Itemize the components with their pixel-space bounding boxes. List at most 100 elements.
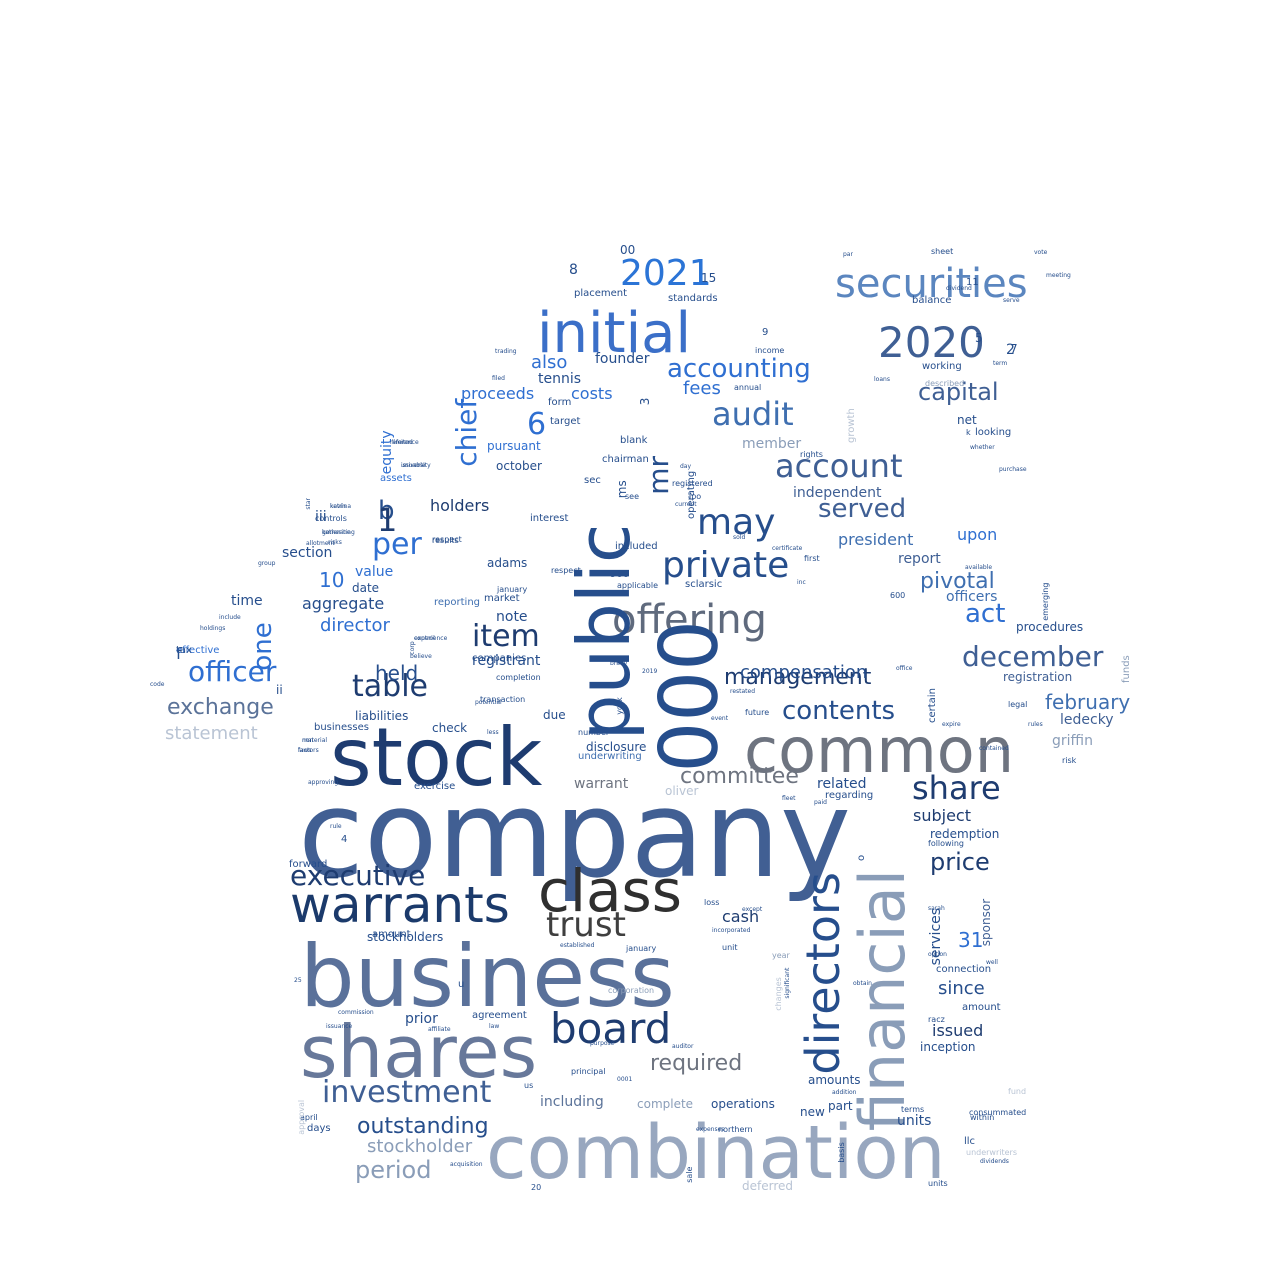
word: limited [392, 439, 413, 446]
word: vote [1034, 249, 1048, 256]
word: units [897, 1113, 932, 1129]
word: registrant [472, 653, 541, 669]
word: 1 [377, 501, 398, 539]
word: dividends [980, 1158, 1009, 1165]
word: date [352, 581, 380, 595]
word: first [804, 554, 820, 563]
word: committee [680, 764, 799, 789]
word: management [724, 665, 872, 690]
word: b [378, 496, 395, 526]
word: effective [176, 645, 220, 656]
word: restated [730, 688, 756, 695]
word: purchase [999, 466, 1027, 473]
word: april [300, 1113, 318, 1122]
word: pivotal [920, 569, 995, 594]
word: emerging [1041, 582, 1050, 621]
word: class [538, 857, 682, 925]
word: shares [300, 1010, 538, 1094]
word: combination [486, 1110, 946, 1196]
word: including [540, 1094, 604, 1110]
word: time [231, 593, 263, 609]
word: table [352, 669, 428, 704]
word: loans [874, 376, 890, 383]
word: trading [495, 348, 517, 355]
word: 2 [1006, 342, 1015, 358]
word: include [219, 614, 241, 621]
word: ipo [689, 492, 702, 501]
word: item [472, 619, 540, 654]
word: cash [722, 907, 760, 926]
word: york [615, 697, 624, 715]
word: approving [308, 779, 339, 786]
word: net [957, 413, 977, 427]
word: 2021 [620, 253, 712, 294]
word: may [697, 502, 776, 543]
word: 10 [319, 568, 345, 592]
word: unit [722, 943, 738, 952]
word: held [375, 661, 419, 685]
word: respect [551, 566, 581, 575]
word: common [744, 714, 1015, 787]
word: issuable [401, 462, 426, 469]
word: trust [546, 905, 626, 945]
word: star [305, 497, 312, 510]
word: account [775, 447, 903, 485]
word: f [176, 644, 182, 663]
word: redemption [930, 827, 1000, 841]
word: griffin [1052, 733, 1093, 749]
word: amount [962, 1002, 1001, 1013]
word: contents [782, 696, 896, 726]
word: 5 [975, 331, 983, 345]
word: executive [290, 859, 426, 892]
word: officers [946, 589, 998, 605]
word: market [484, 593, 520, 604]
word: placement [574, 288, 628, 299]
word: costs [571, 384, 613, 403]
word: 2020 [878, 318, 985, 367]
word: group [258, 560, 276, 567]
word: future [745, 708, 770, 717]
word: working [922, 361, 962, 372]
word: units [928, 1179, 948, 1188]
word: laws [298, 747, 312, 754]
word: applicable [617, 581, 659, 590]
word: compensation [740, 662, 868, 683]
word: within [970, 1113, 995, 1122]
word: 4 [341, 834, 348, 845]
word: exercise [414, 781, 456, 792]
word: following [928, 839, 964, 848]
word: whether [970, 444, 995, 451]
word: llc [964, 1136, 976, 1147]
word: approval [297, 1099, 306, 1135]
word: k [966, 428, 971, 437]
word: racz [928, 1015, 945, 1024]
word: 6 [527, 407, 547, 442]
word: meeting [1046, 272, 1071, 279]
word: adams [487, 556, 528, 570]
word: incorporated [712, 927, 751, 934]
word: fees [683, 378, 721, 399]
word: less [487, 729, 499, 736]
word: audit [712, 395, 794, 433]
word: corporation [608, 986, 655, 995]
word: offering [612, 597, 767, 643]
word: proceeds [461, 384, 535, 403]
word: event [711, 715, 729, 722]
word: registered [672, 479, 713, 488]
word: 3 [638, 397, 652, 406]
word: member [742, 436, 802, 452]
word: outstanding [357, 1114, 489, 1139]
word: expenses [696, 1126, 725, 1133]
word: day [680, 463, 692, 470]
word: capital [918, 378, 999, 406]
word: sheet [931, 247, 954, 256]
word: companies [472, 653, 527, 664]
word: code [150, 681, 165, 688]
word: well [986, 959, 998, 966]
word: commission [338, 1009, 374, 1016]
word: ii [276, 683, 283, 697]
word: number [578, 728, 610, 737]
word: u [458, 979, 465, 990]
word: experience [414, 635, 448, 642]
word: due [543, 708, 566, 722]
